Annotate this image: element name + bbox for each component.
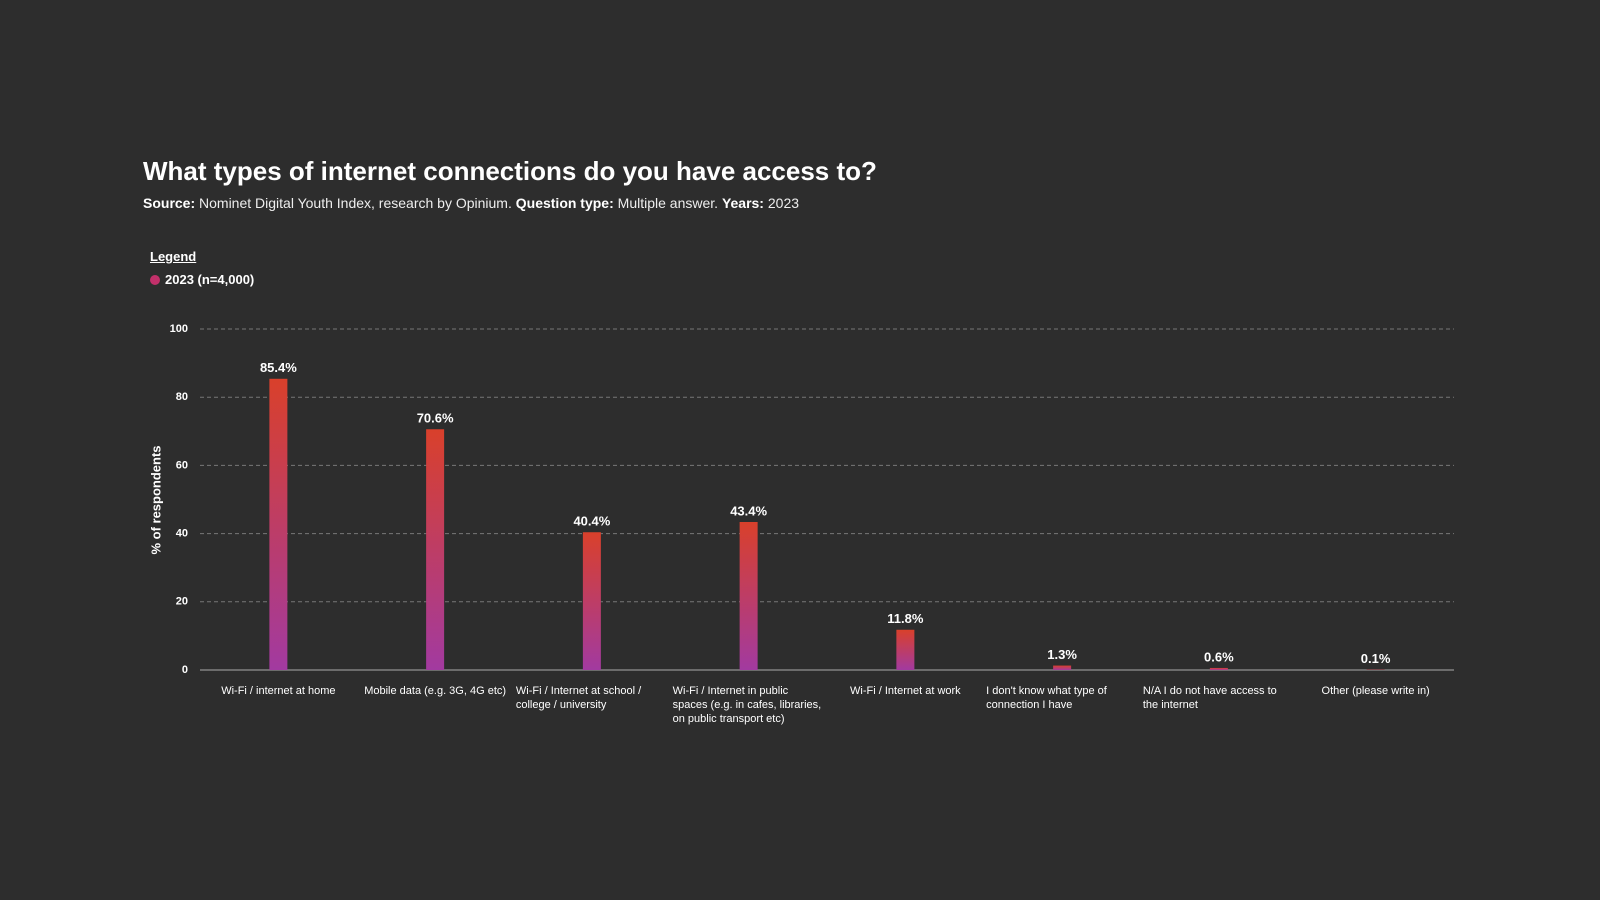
value-label: 85.4% xyxy=(260,360,297,375)
value-label: 11.8% xyxy=(887,611,924,626)
y-tick-label: 60 xyxy=(176,459,188,471)
x-tick-label-box: Wi-Fi / Internet at school / college / u… xyxy=(516,684,668,712)
value-label: 43.4% xyxy=(730,503,767,518)
chart-subtitle: Source: Nominet Digital Youth Index, res… xyxy=(143,195,799,211)
x-tick-label: Wi-Fi / Internet in public spaces (e.g. … xyxy=(672,685,822,725)
legend-title: Legend xyxy=(150,249,197,264)
bar xyxy=(426,429,445,670)
value-label: 70.6% xyxy=(417,411,454,426)
x-tick-label: I don't know what type of connection I h… xyxy=(986,685,1107,711)
x-tick-label: Other (please write in) xyxy=(1321,685,1430,697)
subtitle-part: Question type: xyxy=(515,195,614,211)
subtitle-part: Source: xyxy=(143,195,196,211)
y-tick-label: 0 xyxy=(182,664,188,676)
x-tick-label-box: I don't know what type of connection I h… xyxy=(986,684,1138,712)
x-tick-label-box: Wi-Fi / Internet at work xyxy=(829,684,981,698)
y-tick-label: 80 xyxy=(176,391,188,403)
bar xyxy=(1209,667,1228,670)
subtitle-part: 2023 xyxy=(767,195,800,211)
y-axis-label: % of respondents xyxy=(148,445,163,554)
bar xyxy=(269,378,288,670)
legend-entry: 2023 (n=4,000) xyxy=(150,272,254,287)
value-label: 40.4% xyxy=(573,514,610,529)
x-tick-label: Mobile data (e.g. 3G, 4G etc) xyxy=(364,685,507,697)
x-tick-label-box: Wi-Fi / internet at home xyxy=(202,684,354,698)
value-label: 1.3% xyxy=(1047,647,1077,662)
legend-label: 2023 (n=4,000) xyxy=(165,272,255,287)
x-tick-label: Wi-Fi / internet at home xyxy=(221,685,336,697)
x-tick-label-box: Mobile data (e.g. 3G, 4G etc) xyxy=(359,684,511,698)
x-tick-label: Wi-Fi / Internet at work xyxy=(850,685,961,697)
subtitle-part: Nominet Digital Youth Index, research by… xyxy=(199,195,512,211)
x-tick-label-box: Wi-Fi / Internet in public spaces (e.g. … xyxy=(673,684,825,726)
bar xyxy=(739,522,758,670)
x-tick-label: Wi-Fi / Internet at school / college / u… xyxy=(515,685,642,711)
x-tick-label: N/A I do not have access to the internet xyxy=(1142,685,1277,711)
value-label: 0.6% xyxy=(1204,649,1234,664)
chart-title: What types of internet connections do yo… xyxy=(143,156,877,186)
y-tick-label: 40 xyxy=(176,528,188,540)
subtitle-part: Multiple answer. xyxy=(617,195,719,211)
bar xyxy=(1053,665,1072,670)
legend-marker xyxy=(150,274,160,285)
subtitle-part: Years: xyxy=(721,195,764,211)
value-label: 0.1% xyxy=(1361,651,1391,666)
y-tick-label: 20 xyxy=(176,596,188,608)
bar xyxy=(896,629,915,670)
bar xyxy=(582,532,601,670)
y-tick-label: 100 xyxy=(170,323,188,335)
x-tick-label-box: N/A I do not have access to the internet xyxy=(1143,684,1295,712)
x-tick-label-box: Other (please write in) xyxy=(1300,684,1452,698)
